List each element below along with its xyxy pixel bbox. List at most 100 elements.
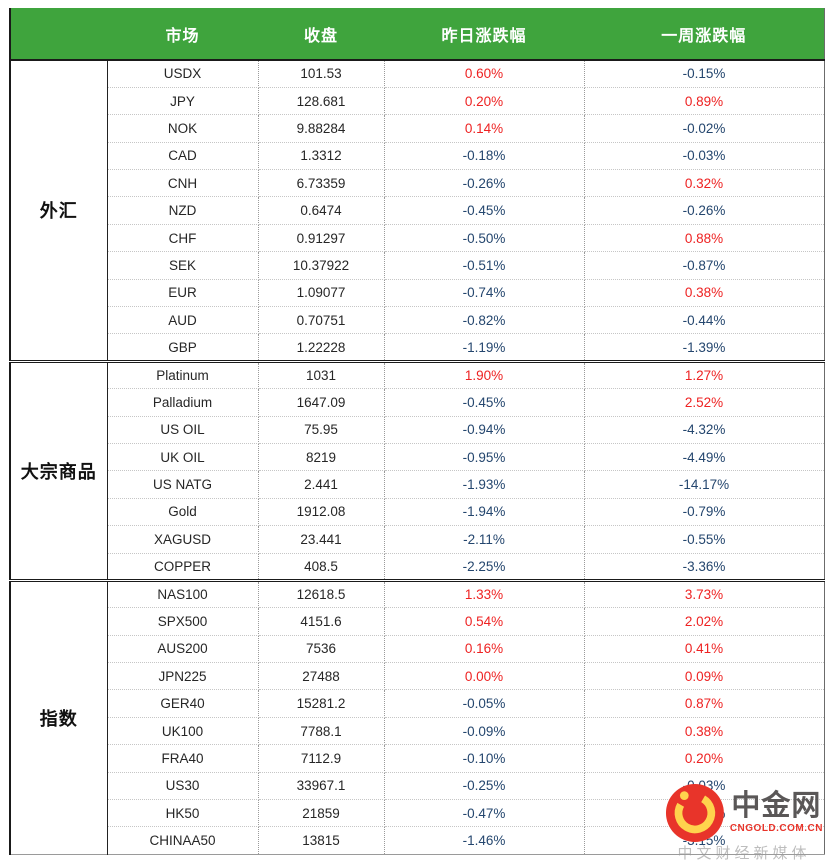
market-cell: SPX500 [107,607,259,636]
close-cell: 8219 [258,443,385,472]
market-cell: Platinum [107,359,259,390]
market-cell: FRA40 [107,744,259,773]
market-cell: JPY [107,87,259,116]
close-cell: 1647.09 [258,388,385,417]
day-change-cell: -0.51% [384,251,585,280]
header-row: 市场 收盘 昨日涨跌幅 一周涨跌幅 [10,8,824,60]
day-change-cell: 0.54% [384,607,585,636]
close-cell: 1.3312 [258,142,385,171]
week-change-cell: 0.41% [584,635,824,664]
table-row: US OIL 75.95 -0.94% -4.32% [10,416,824,444]
week-change-cell: 2.02% [584,607,824,636]
week-change-cell: -1.39% [584,333,824,362]
table-row: UK100 7788.1 -0.09% 0.38% [10,717,824,746]
table-row: NZD 0.6474 -0.45% -0.26% [10,196,824,225]
table-row: AUS200 7536 0.16% 0.41% [10,635,824,664]
market-cell: NOK [107,114,259,143]
table-row: NOK 9.88284 0.14% -0.02% [10,114,824,143]
day-change-cell: -0.18% [384,142,585,171]
day-change-cell: -0.45% [384,196,585,225]
close-cell: 12618.5 [258,578,385,609]
group-label: 外汇 [10,58,108,362]
day-change-cell: -0.50% [384,224,585,253]
market-cell: AUS200 [107,635,259,664]
cngold-watermark: 中金网 CNGOLD.COM.CN 中文财经新媒体 [665,782,823,861]
watermark-text: 中金网 CNGOLD.COM.CN [730,792,823,834]
header-market: 市场 [107,8,258,60]
day-change-cell: -1.94% [384,498,585,527]
close-cell: 7788.1 [258,717,385,746]
day-change-cell: 1.90% [384,359,585,390]
day-change-cell: -0.74% [384,279,585,308]
day-change-cell: -0.82% [384,306,585,335]
close-cell: 1031 [258,359,385,390]
market-cell: JPN225 [107,662,259,691]
day-change-cell: -0.09% [384,717,585,746]
week-change-cell: -0.15% [584,58,824,88]
market-cell: EUR [107,279,259,308]
week-change-cell: -0.55% [584,525,824,554]
watermark-top: 中金网 CNGOLD.COM.CN [665,782,823,844]
market-cell: US30 [107,772,259,801]
market-cell: UK100 [107,717,259,746]
market-cell: XAGUSD [107,525,259,554]
header-day-change: 昨日涨跌幅 [384,8,584,60]
day-change-cell: 0.60% [384,58,585,88]
day-change-cell: -0.26% [384,169,585,198]
close-cell: 7112.9 [258,744,385,773]
close-cell: 23.441 [258,525,385,554]
close-cell: 0.6474 [258,196,385,225]
table-row: CHF 0.91297 -0.50% 0.88% [10,224,824,253]
day-change-cell: -1.93% [384,470,585,499]
table-row: COPPER 408.5 -2.25% -3.36% [10,553,824,581]
table-row: JPN225 27488 0.00% 0.09% [10,662,824,691]
close-cell: 9.88284 [258,114,385,143]
group-label: 指数 [10,578,108,855]
week-change-cell: 0.38% [584,279,824,308]
table-row: 指数 NAS100 12618.5 1.33% 3.73% [10,578,824,855]
week-change-cell: 0.87% [584,689,824,718]
table-row: SEK 10.37922 -0.51% -0.87% [10,251,824,280]
market-cell: USDX [107,58,259,88]
day-change-cell: 0.20% [384,87,585,116]
week-change-cell: -4.49% [584,443,824,472]
close-cell: 21859 [258,799,385,828]
close-cell: 0.70751 [258,306,385,335]
day-change-cell: -0.95% [384,443,585,472]
market-table-body: 外汇 USDX 101.53 0.60% -0.15% JPY 128.681 0.20% 0.… [10,58,824,855]
table-row: Palladium 1647.09 -0.45% 2.52% [10,388,824,417]
market-cell: UK OIL [107,443,259,472]
market-cell: NAS100 [107,578,259,609]
week-change-cell: -4.32% [584,416,824,444]
week-change-cell: -0.02% [584,114,824,143]
week-change-cell: 0.38% [584,717,824,746]
day-change-cell: 0.14% [384,114,585,143]
close-cell: 1912.08 [258,498,385,527]
week-change-cell: 0.09% [584,662,824,691]
table-row: SPX500 4151.6 0.54% 2.02% [10,607,824,636]
week-change-cell: -0.44% [584,306,824,335]
table-row: US NATG 2.441 -1.93% -14.17% [10,470,824,499]
market-cell: Gold [107,498,259,527]
table-header: 市场 收盘 昨日涨跌幅 一周涨跌幅 [10,8,824,60]
table-row: AUD 0.70751 -0.82% -0.44% [10,306,824,335]
week-change-cell: 0.20% [584,744,824,773]
market-cell: SEK [107,251,259,280]
close-cell: 128.681 [258,87,385,116]
day-change-cell: -0.25% [384,772,585,801]
close-cell: 13815 [258,826,385,855]
day-change-cell: -0.94% [384,416,585,444]
day-change-cell: 1.33% [384,578,585,609]
week-change-cell: -0.79% [584,498,824,527]
day-change-cell: -0.05% [384,689,585,718]
close-cell: 0.91297 [258,224,385,253]
header-week-change: 一周涨跌幅 [584,8,824,60]
week-change-cell: 1.27% [584,359,824,390]
table-row: CNH 6.73359 -0.26% 0.32% [10,169,824,198]
week-change-cell: -0.26% [584,196,824,225]
market-cell: CHINAA50 [107,826,259,855]
market-cell: CAD [107,142,259,171]
day-change-cell: 0.00% [384,662,585,691]
market-cell: NZD [107,196,259,225]
